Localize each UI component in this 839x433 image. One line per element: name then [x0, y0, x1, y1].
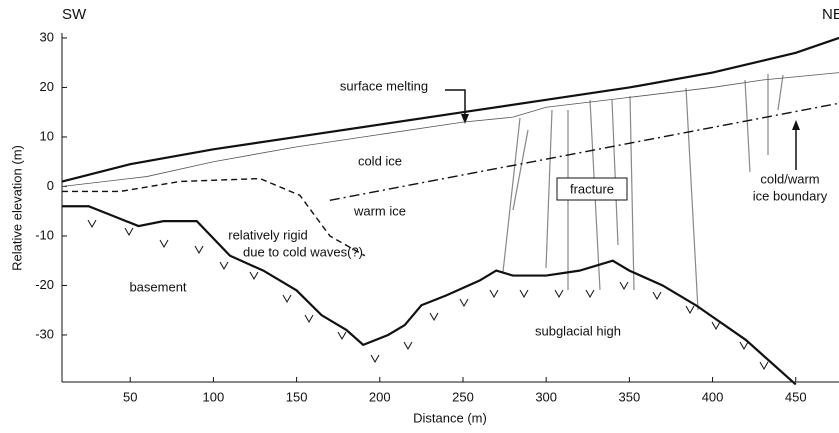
profile-line — [329, 102, 839, 202]
x-tick-label: 450 — [785, 389, 807, 404]
profile-line — [61, 36, 839, 183]
x-tick-label: 350 — [619, 389, 641, 404]
annotation: basement — [129, 279, 186, 294]
arrow-head — [792, 120, 800, 130]
annotation: surface melting — [340, 78, 428, 93]
y-tick-label: 0 — [47, 178, 54, 193]
arrow — [445, 89, 466, 120]
y-axis-label: Relative elevation (m) — [9, 145, 24, 271]
y-tick-label: 10 — [40, 128, 54, 143]
x-tick-label: 150 — [286, 389, 308, 404]
profile-line — [61, 72, 839, 187]
annotation: fracture — [570, 181, 614, 196]
basement-symbols — [87, 219, 769, 371]
corner-label: NE — [822, 6, 839, 23]
fracture-box — [556, 177, 628, 201]
x-tick-label: 400 — [702, 389, 724, 404]
x-tick-label: 250 — [452, 389, 474, 404]
y-tick-label: -20 — [35, 277, 54, 292]
x-axis-label: Distance (m) — [413, 410, 487, 425]
annotation: due to cold waves(?) — [243, 244, 363, 259]
y-tick-label: 30 — [40, 29, 54, 44]
y-tick-label: -10 — [35, 227, 54, 242]
annotation: subglacial high — [535, 323, 621, 338]
annotation: ice boundary — [753, 188, 828, 203]
x-tick-label: 100 — [203, 389, 225, 404]
y-tick-label: 20 — [40, 79, 54, 94]
annotation: relatively rigid — [228, 227, 307, 242]
profile-line — [62, 177, 366, 257]
corner-label: SW — [62, 6, 87, 23]
annotation: cold ice — [358, 153, 402, 168]
y-tick-label: -30 — [35, 326, 54, 341]
annotation: warm ice — [353, 203, 406, 218]
x-tick-label: 300 — [535, 389, 557, 404]
annotation: cold/warm — [760, 171, 819, 186]
profile-line — [62, 205, 797, 386]
arrow-head — [461, 114, 469, 124]
x-tick-label: 200 — [369, 389, 391, 404]
x-tick-label: 50 — [123, 389, 137, 404]
